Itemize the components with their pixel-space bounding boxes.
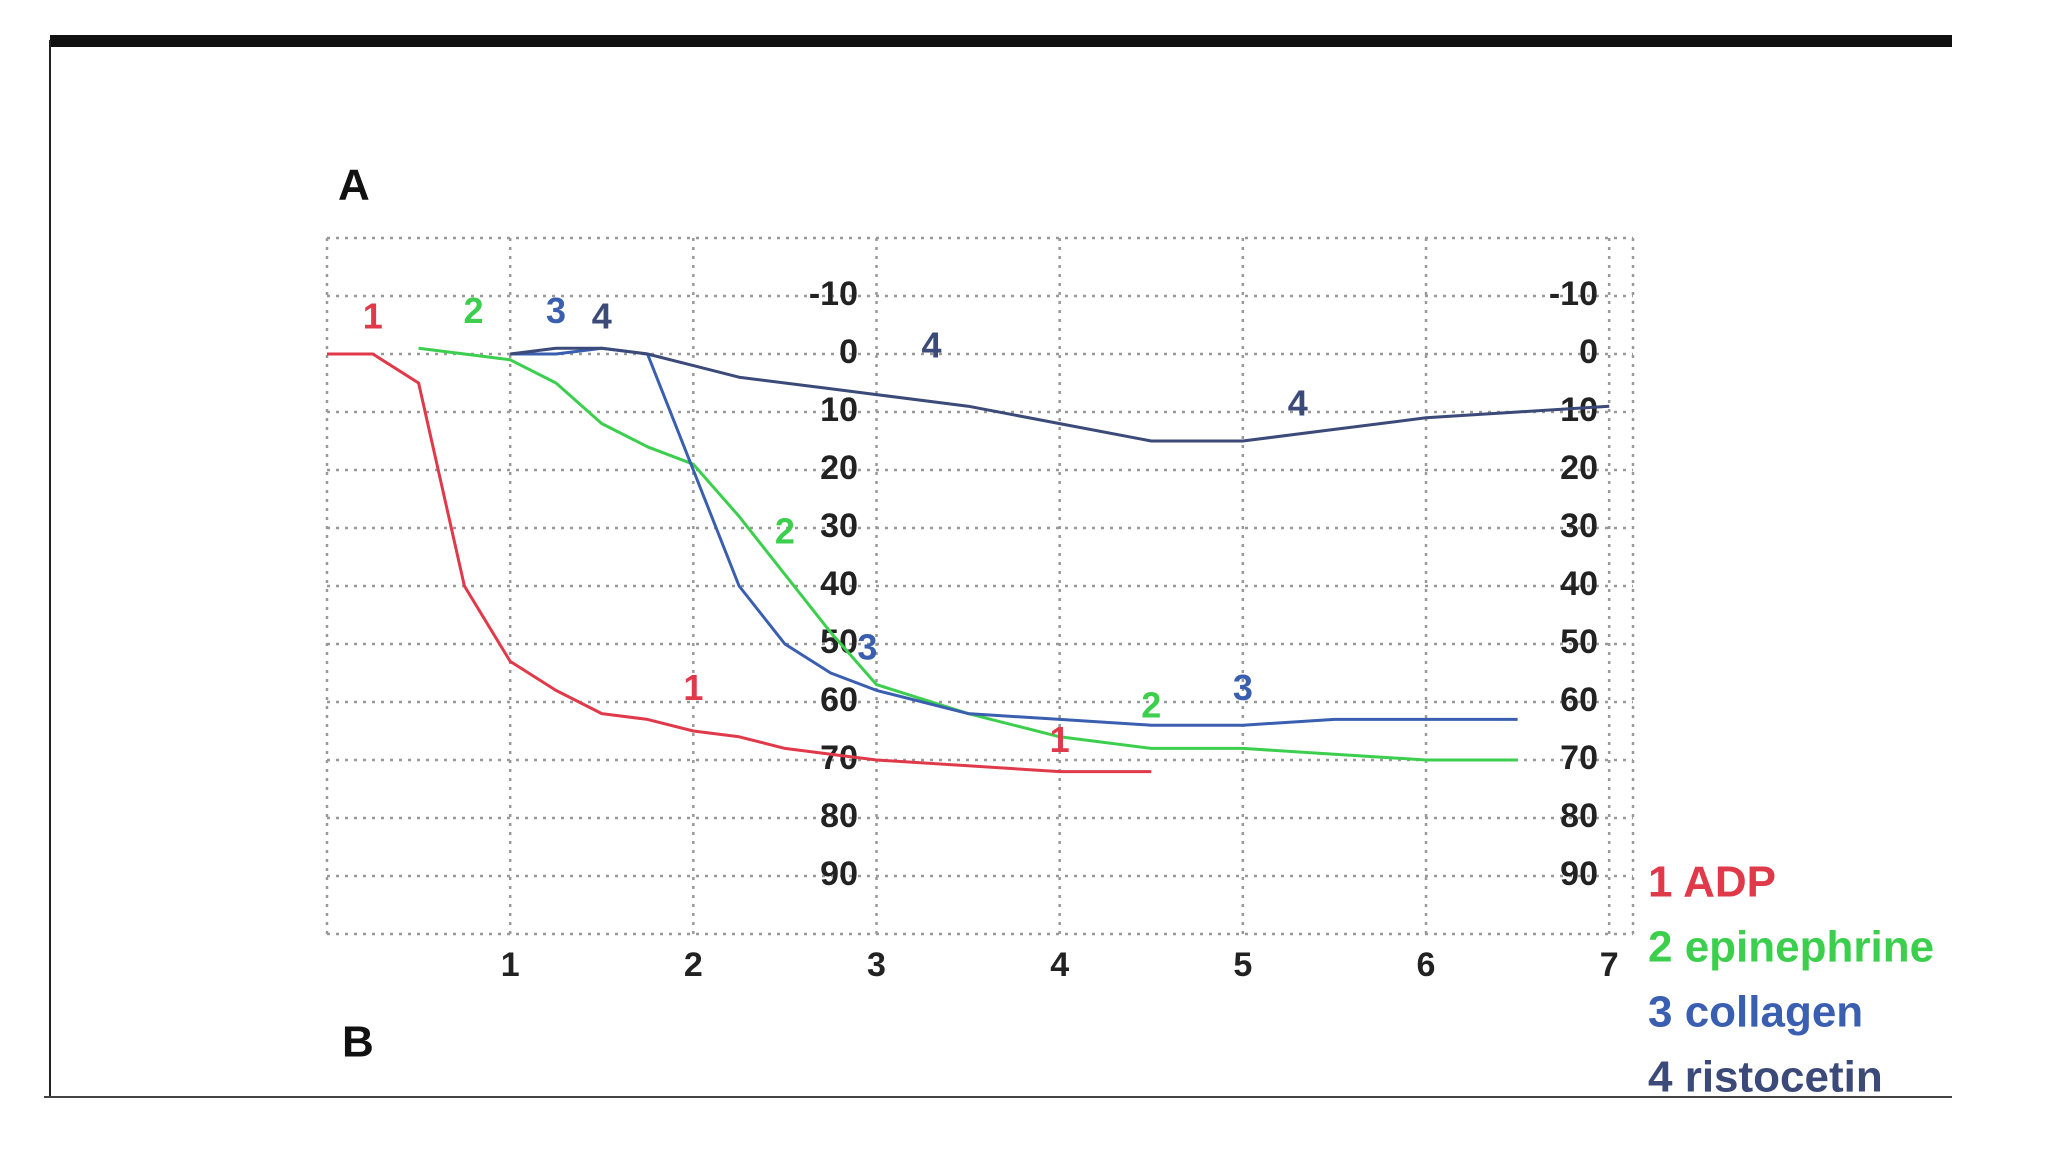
y-tick-label: 20 [1560, 449, 1598, 487]
y-tick-label: 20 [820, 449, 858, 487]
series-line [510, 346, 1610, 443]
x-tick-label: 5 [1233, 946, 1252, 984]
curve-label: 1 [363, 296, 383, 337]
y-tick-label: 40 [820, 565, 858, 603]
y-tick-label: 70 [1560, 739, 1598, 777]
y-tick-label: -10 [809, 275, 858, 313]
legend-entry: 4 ristocetin [1648, 1053, 1883, 1102]
y-tick-label: 60 [820, 681, 858, 719]
panel-label: B [342, 1018, 374, 1067]
y-tick-label: 90 [1560, 855, 1598, 893]
y-tick-label: -10 [1549, 275, 1598, 313]
y-tick-label: 0 [1579, 333, 1598, 371]
y-tick-label: 80 [1560, 797, 1598, 835]
curve-label: 4 [1288, 383, 1308, 424]
y-tick-label: 30 [1560, 507, 1598, 545]
curve-label: 2 [1141, 684, 1161, 725]
x-tick-label: 6 [1417, 946, 1436, 984]
x-tick-label: 1 [501, 946, 520, 984]
x-tick-label: 4 [1050, 946, 1069, 984]
x-tick-label: 2 [684, 946, 703, 984]
curve-label: 3 [546, 290, 566, 331]
legend-entry: 3 collagen [1648, 988, 1863, 1037]
y-tick-label: 90 [820, 855, 858, 893]
curve-label: 2 [775, 510, 795, 551]
y-tick-label: 10 [820, 391, 858, 429]
top-bar [50, 35, 1952, 47]
x-tick-label: 7 [1600, 946, 1619, 984]
panel-label: A [338, 161, 370, 210]
legend-entry: 2 epinephrine [1648, 923, 1934, 972]
y-tick-label: 50 [1560, 623, 1598, 661]
curve-label: 1 [683, 667, 703, 708]
y-tick-label: 30 [820, 507, 858, 545]
x-tick-label: 3 [867, 946, 886, 984]
curve-label: 4 [592, 296, 612, 337]
curve-label: 3 [857, 626, 877, 667]
series-line [327, 352, 1152, 774]
y-tick-label: 40 [1560, 565, 1598, 603]
legend-entry: 1 ADP [1648, 858, 1776, 907]
y-tick-label: 80 [820, 797, 858, 835]
curve-label: 2 [464, 290, 484, 331]
curve-label: 4 [921, 325, 941, 366]
y-tick-label: 60 [1560, 681, 1598, 719]
series-line [510, 346, 1518, 727]
series-line [418, 346, 1518, 762]
curve-label: 3 [1233, 667, 1253, 708]
curve-label: 1 [1050, 719, 1070, 760]
y-tick-label: 0 [839, 333, 858, 371]
